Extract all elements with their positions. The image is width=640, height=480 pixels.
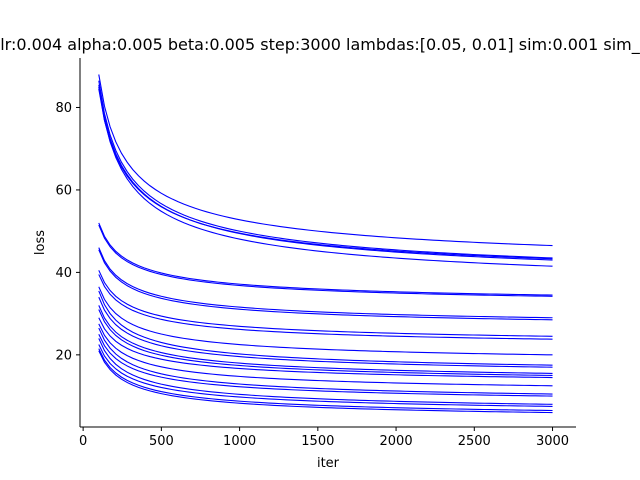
- series-line-23: [98, 348, 553, 412]
- series-line-11: [98, 274, 553, 340]
- series-layer: [98, 74, 553, 414]
- x-tick-label: 500: [149, 434, 174, 449]
- series-line-10: [98, 270, 553, 337]
- series-line-3: [98, 84, 553, 261]
- x-tick-label: 2000: [380, 434, 413, 449]
- x-tick-label: 3000: [536, 434, 569, 449]
- series-line-17: [98, 317, 553, 379]
- series-line-15: [98, 305, 553, 374]
- series-line-18: [98, 323, 553, 387]
- series-line-8: [98, 247, 553, 319]
- series-line-5: [98, 88, 553, 260]
- series-line-19: [98, 327, 553, 395]
- series-line-6: [98, 222, 553, 296]
- series-line-4: [98, 86, 553, 267]
- chart-title: lr:0.004 alpha:0.005 beta:0.005 step:300…: [0, 35, 640, 55]
- y-tick-label: 40: [55, 266, 72, 281]
- series-line-20: [98, 333, 553, 397]
- y-tick-label: 80: [55, 101, 72, 116]
- series-line-14: [98, 296, 553, 368]
- series-line-24: [98, 350, 553, 414]
- x-tick-label: 2500: [458, 434, 491, 449]
- axes-layer: 0 500 1000 1500 2000 2500 3000 20 40 60 80: [55, 58, 576, 449]
- series-line-13: [98, 290, 553, 366]
- x-tick-label: 1000: [223, 434, 256, 449]
- series-line-1: [98, 74, 553, 247]
- series-line-9: [98, 249, 553, 321]
- series-line-2: [98, 80, 553, 259]
- series-line-21: [98, 338, 553, 405]
- x-tick-label: 0: [79, 434, 87, 449]
- y-tick-label: 20: [55, 348, 72, 363]
- y-axis-label: loss: [33, 230, 48, 255]
- series-line-7: [98, 224, 553, 297]
- series-line-22: [98, 344, 553, 407]
- series-line-12: [98, 286, 553, 356]
- x-tick-label: 1500: [301, 434, 334, 449]
- y-tick-label: 60: [55, 183, 72, 198]
- x-axis-label: iter: [317, 456, 340, 471]
- series-line-16: [98, 309, 553, 377]
